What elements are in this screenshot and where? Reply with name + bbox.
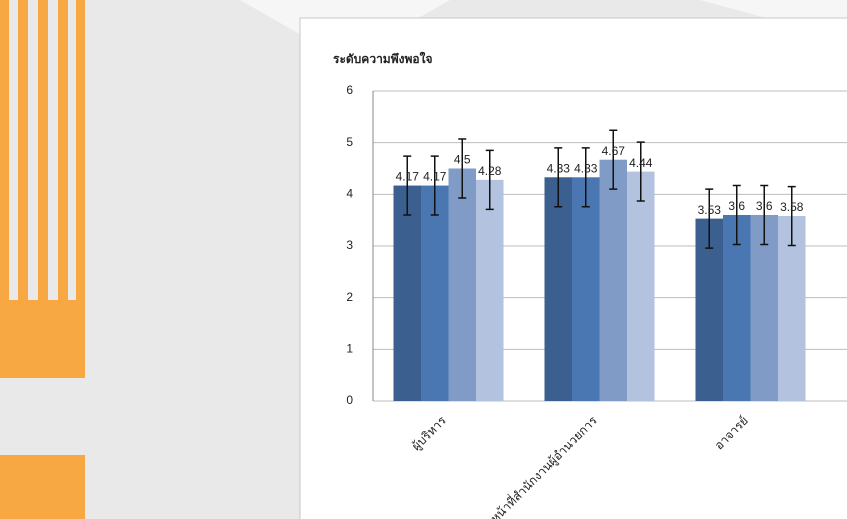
error-bar: [458, 138, 467, 199]
error-bar: [705, 188, 714, 249]
y-tick-label: 0: [346, 393, 353, 407]
bar: [599, 159, 627, 401]
value-label: 4.17: [396, 170, 420, 184]
y-tick-label: 1: [346, 342, 353, 356]
bar: [544, 177, 572, 401]
y-tick-label: 5: [346, 135, 353, 149]
y-tick-label: 6: [346, 83, 353, 97]
bar: [695, 218, 723, 401]
value-label: 4.44: [629, 156, 653, 170]
value-label: 4.33: [574, 161, 598, 175]
y-axis-title: ระดับความพึงพอใจ: [333, 51, 433, 66]
value-label: 4.33: [547, 161, 571, 175]
bar: [448, 168, 476, 401]
bar: [723, 215, 751, 401]
y-tick-label: 2: [346, 290, 353, 304]
bar: [750, 215, 778, 401]
value-label: 4.17: [423, 170, 447, 184]
error-bar: [636, 141, 645, 202]
y-tick-label: 3: [346, 238, 353, 252]
error-bar: [760, 184, 769, 246]
error-bar: [787, 185, 796, 247]
value-label: 3.53: [698, 203, 722, 217]
y-tick-label: 4: [346, 187, 353, 201]
error-bar: [732, 184, 741, 246]
value-label: 4.67: [602, 144, 626, 158]
decor-orange: [0, 0, 85, 519]
value-label: 4.5: [454, 153, 471, 167]
error-bar: [581, 147, 590, 208]
error-bar: [403, 155, 412, 216]
bar: [572, 177, 600, 401]
bar: [476, 179, 504, 401]
value-label: 3.58: [780, 200, 804, 214]
error-bar: [609, 129, 618, 190]
error-bar: [485, 149, 494, 211]
bar: [421, 185, 449, 401]
value-label: 3.6: [728, 199, 745, 213]
bar: [627, 171, 655, 401]
error-bar: [554, 147, 563, 208]
bar: [778, 216, 806, 401]
bar: [393, 185, 421, 401]
error-bar: [430, 155, 439, 216]
value-label: 3.6: [756, 199, 773, 213]
value-label: 4.28: [478, 164, 502, 178]
